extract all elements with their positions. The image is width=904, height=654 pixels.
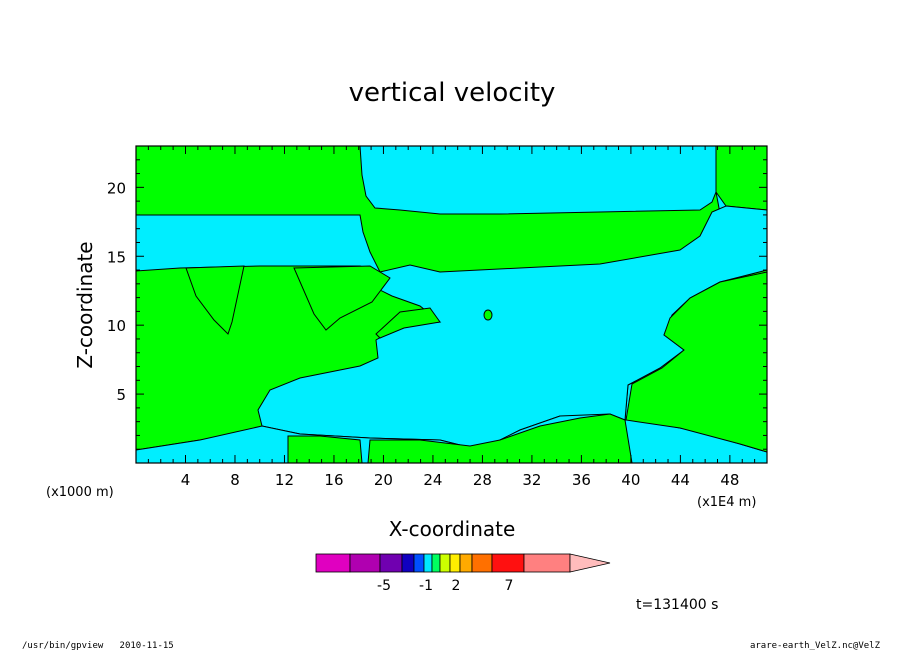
- time-label: t=131400 s: [636, 597, 718, 613]
- x-unit-right: (x1E4 m): [697, 495, 756, 510]
- x-tick-label: 48: [720, 471, 739, 489]
- x-tick-label: 16: [324, 471, 343, 489]
- colorbar-arrow: [570, 554, 610, 572]
- colorbar-swatch: [440, 554, 450, 572]
- x-tick-label: 44: [671, 471, 690, 489]
- y-tick-label: 15: [107, 248, 126, 266]
- y-tick-label: 5: [116, 386, 126, 404]
- colorbar-labels: -5 -1 2 7: [377, 578, 513, 594]
- x-tick-label: 12: [275, 471, 294, 489]
- colorbar-swatch: [524, 554, 570, 572]
- colorbar-swatch: [460, 554, 472, 572]
- x-tick-label: 28: [473, 471, 492, 489]
- colorbar-swatch: [472, 554, 492, 572]
- colorbar-swatch: [492, 554, 524, 572]
- y-axis-label: Z-coordinate: [73, 241, 97, 368]
- x-unit-left: (x1000 m): [46, 485, 114, 500]
- colorbar-label: -5: [377, 578, 391, 594]
- colorbar: [316, 554, 610, 572]
- colorbar-swatch: [350, 554, 380, 572]
- footer-right: arare-earth_VelZ.nc@VelZ: [750, 641, 880, 651]
- x-axis-label: X-coordinate: [389, 517, 516, 541]
- colorbar-swatch: [414, 554, 424, 572]
- colorbar-label: -1: [419, 578, 433, 594]
- x-tick-label: 24: [423, 471, 442, 489]
- colorbar-swatch: [380, 554, 402, 572]
- x-tick-label: 8: [230, 471, 240, 489]
- x-tick-label: 32: [522, 471, 541, 489]
- colorbar-swatch: [402, 554, 414, 572]
- green-bottom-island-1: [288, 436, 362, 463]
- y-tick-label: 20: [107, 179, 126, 197]
- cyan-top-column: [360, 146, 716, 214]
- x-tick-label: 40: [621, 471, 640, 489]
- footer-left: /usr/bin/gpview 2010-11-15: [22, 641, 174, 651]
- colorbar-swatch: [432, 554, 440, 572]
- chart-title: vertical velocity: [349, 78, 556, 108]
- x-tick-label: 4: [181, 471, 191, 489]
- y-tick-label: 10: [107, 317, 126, 335]
- colorbar-swatch: [424, 554, 432, 572]
- x-tick-label: 20: [374, 471, 393, 489]
- colorbar-swatch: [316, 554, 350, 572]
- cyan-upper-band: [136, 215, 380, 272]
- colorbar-label: 7: [505, 578, 514, 594]
- green-small-island: [484, 310, 492, 320]
- colorbar-label: 2: [452, 578, 461, 594]
- colorbar-swatch: [450, 554, 460, 572]
- x-tick-label: 36: [572, 471, 591, 489]
